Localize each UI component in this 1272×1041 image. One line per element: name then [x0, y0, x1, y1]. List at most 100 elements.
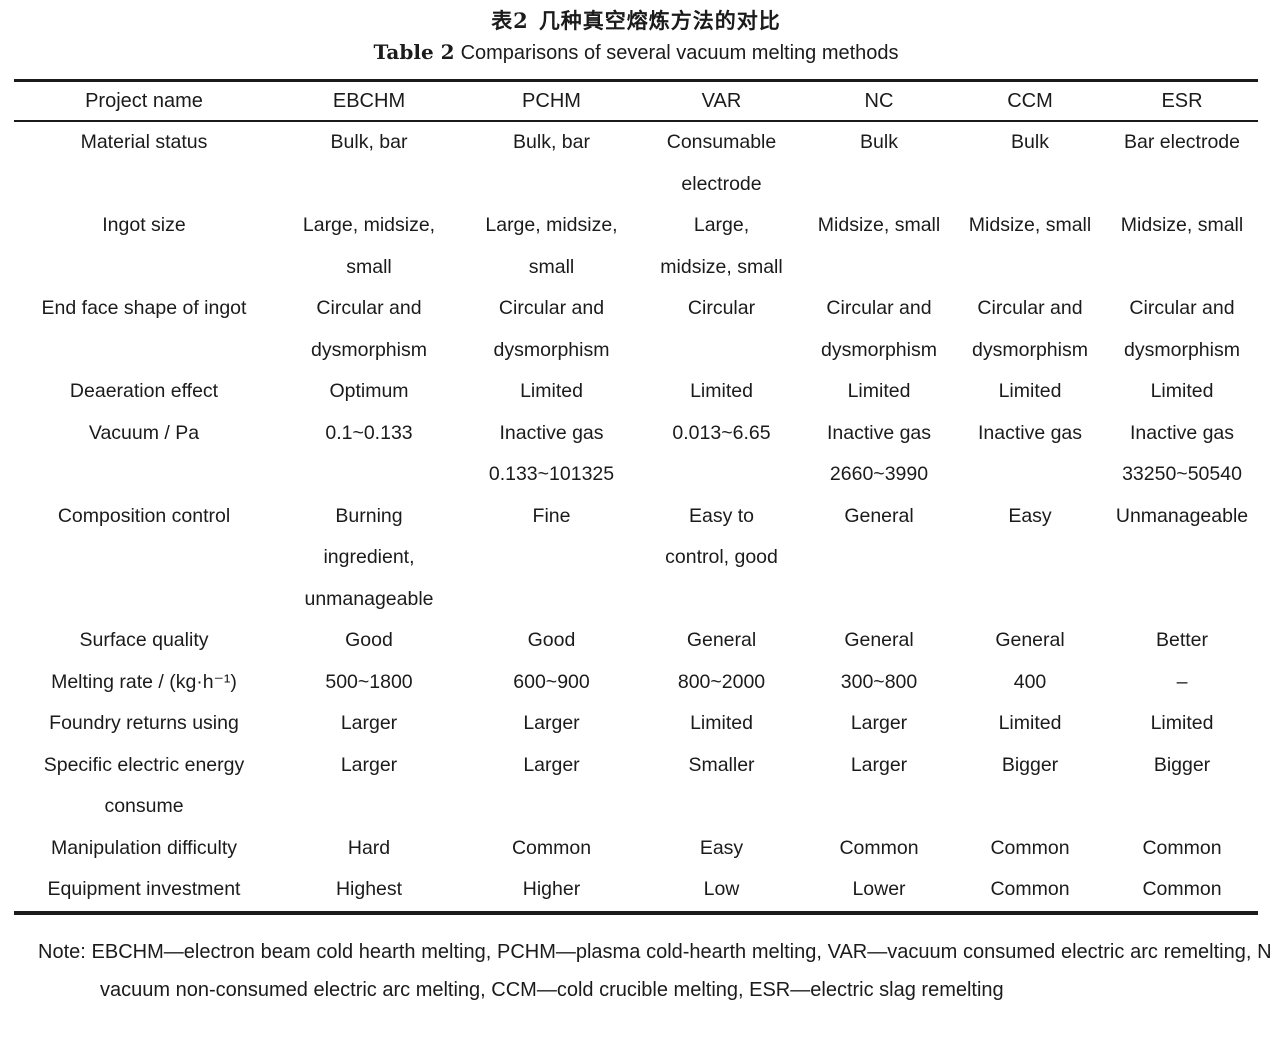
row-label: End face shape of ingot: [41, 297, 247, 319]
table-cell: Limited: [1150, 380, 1214, 402]
table-cell: Larger: [523, 753, 580, 776]
table-cell: General: [844, 629, 914, 651]
table-title-english: Table 2 Comparisons of several vacuum mel…: [14, 38, 1258, 67]
table-cell: Optimum: [329, 380, 409, 402]
row-label: Surface quality: [79, 629, 209, 651]
table-cell: Larger: [850, 753, 908, 776]
header-cell-pchm: PCHM: [464, 80, 639, 122]
table-cell: 300~800: [840, 670, 918, 693]
table-cell: Circular and dysmorphism: [821, 297, 937, 361]
table-cell: Common: [990, 836, 1070, 859]
table-cell: Easy: [699, 836, 744, 859]
table-cell: Circular: [687, 297, 756, 319]
row-label: Ingot size: [102, 214, 186, 236]
table-cell: Limited: [998, 380, 1062, 402]
table-cell: Inactive gas 33250~50540: [1122, 421, 1242, 486]
table-cell: Bar electrode: [1124, 131, 1240, 153]
table-title-en-number: Table 2: [373, 40, 455, 64]
table-cell: Bulk: [860, 131, 898, 153]
row-label: Melting rate / (kg·h⁻¹): [51, 670, 237, 693]
table-cell: Limited: [690, 712, 753, 734]
table-cell: Good: [345, 629, 393, 651]
table-row: Melting rate / (kg·h⁻¹) 500~1800 600~900…: [14, 662, 1258, 704]
table-cell: Bigger: [1153, 753, 1211, 776]
table-cell: Midsize, small: [817, 214, 941, 236]
table-cell: –: [1176, 670, 1188, 693]
table-cell: Midsize, small: [1120, 214, 1244, 236]
table-cell: Unmanageable: [1115, 504, 1249, 527]
comparison-table: Project name EBCHM PCHM VAR NC CCM ESR M…: [14, 79, 1258, 915]
table-title-zh-text: 几种真空熔炼方法的对比: [538, 8, 781, 33]
table-cell: Common: [1142, 836, 1222, 859]
table-cell: 600~900: [513, 670, 590, 693]
table-row: Composition control Burning ingredient, …: [14, 496, 1258, 621]
table-cell: Common: [990, 878, 1070, 900]
row-label: Specific electric energy consume: [43, 753, 245, 818]
table-cell: Bulk, bar: [330, 131, 408, 153]
table-cell: Larger: [340, 753, 398, 776]
table-row: Deaeration effect Optimum Limited Limite…: [14, 371, 1258, 413]
table-row: Specific electric energy consume Larger …: [14, 745, 1258, 828]
row-label: Composition control: [57, 504, 231, 527]
header-cell-project-name: Project name: [14, 80, 274, 122]
row-label: Vacuum / Pa: [88, 421, 200, 444]
row-label: Manipulation difficulty: [50, 836, 238, 859]
table-cell: Limited: [690, 380, 753, 402]
table-row: Vacuum / Pa 0.1~0.133 Inactive gas 0.133…: [14, 413, 1258, 496]
table-cell: Large, midsize, small: [660, 214, 783, 278]
table-cell: 400: [1013, 670, 1047, 693]
table-title-zh-number: 表2: [491, 8, 529, 33]
table-cell: Circular and dysmorphism: [493, 297, 610, 361]
table-cell: General: [686, 629, 757, 651]
table-cell: Better: [1155, 629, 1209, 651]
table-cell: Limited: [847, 380, 911, 402]
table-cell: Bulk, bar: [513, 131, 590, 153]
table-cell: Lower: [852, 878, 906, 900]
table-footnote: Note: EBCHM—electron beam cold hearth me…: [38, 940, 1272, 1001]
table-header-row: Project name EBCHM PCHM VAR NC CCM ESR: [14, 80, 1258, 122]
table-cell: Large, midsize, small: [485, 214, 618, 278]
table-cell: Good: [527, 629, 576, 651]
table-row: Surface quality Good Good General Genera…: [14, 620, 1258, 662]
table-cell: Circular and dysmorphism: [1124, 297, 1240, 361]
table-cell: Higher: [522, 878, 581, 900]
table-cell: 0.1~0.133: [325, 421, 413, 444]
table-cell: Large, midsize, small: [302, 214, 436, 278]
table-row: Material status Bulk, bar Bulk, bar Cons…: [14, 121, 1258, 205]
table-row: End face shape of ingot Circular and dys…: [14, 288, 1258, 371]
table-cell: 800~2000: [677, 670, 766, 693]
table-cell: 0.013~6.65: [672, 421, 771, 444]
table-title-chinese: 表2 几种真空熔炼方法的对比: [14, 6, 1258, 36]
table-cell: 500~1800: [325, 670, 413, 693]
table-cell: Smaller: [688, 753, 755, 776]
table-cell: Limited: [1150, 712, 1214, 734]
table-cell: Highest: [335, 878, 403, 900]
table-cell: Easy to control, good: [665, 504, 778, 569]
table-cell: General: [995, 629, 1065, 651]
paper-page: 表2 几种真空熔炼方法的对比 Table 2 Comparisons of seve…: [14, 6, 1272, 1001]
table-cell: Larger: [523, 712, 580, 734]
header-cell-ccm: CCM: [954, 80, 1106, 122]
table-cell: Consumable electrode: [666, 131, 777, 195]
row-label: Equipment investment: [47, 878, 241, 900]
table-row: Equipment investment Highest Higher Low …: [14, 869, 1258, 913]
header-cell-nc: NC: [804, 80, 954, 122]
table-cell: Limited: [998, 712, 1062, 734]
header-cell-esr: ESR: [1106, 80, 1258, 122]
table-cell: Common: [1142, 878, 1222, 900]
table-cell: Inactive gas: [977, 421, 1083, 444]
table-cell: Circular and dysmorphism: [311, 297, 427, 361]
table-cell: Hard: [347, 836, 391, 859]
table-row: Ingot size Large, midsize, small Large, …: [14, 205, 1258, 288]
row-label: Foundry returns using: [49, 712, 239, 734]
table-cell: Easy: [1008, 504, 1052, 527]
table-row: Foundry returns using Larger Larger Limi…: [14, 703, 1258, 745]
table-title-en-text: Comparisons of several vacuum melting me…: [460, 42, 899, 64]
table-cell: Low: [703, 878, 740, 900]
table-cell: Larger: [340, 712, 398, 734]
table-cell: Common: [511, 836, 592, 859]
table-cell: Midsize, small: [968, 214, 1092, 236]
table-cell: Bigger: [1001, 753, 1059, 776]
table-cell: Inactive gas 2660~3990: [826, 421, 932, 486]
table-row: Manipulation difficulty Hard Common Easy…: [14, 828, 1258, 870]
